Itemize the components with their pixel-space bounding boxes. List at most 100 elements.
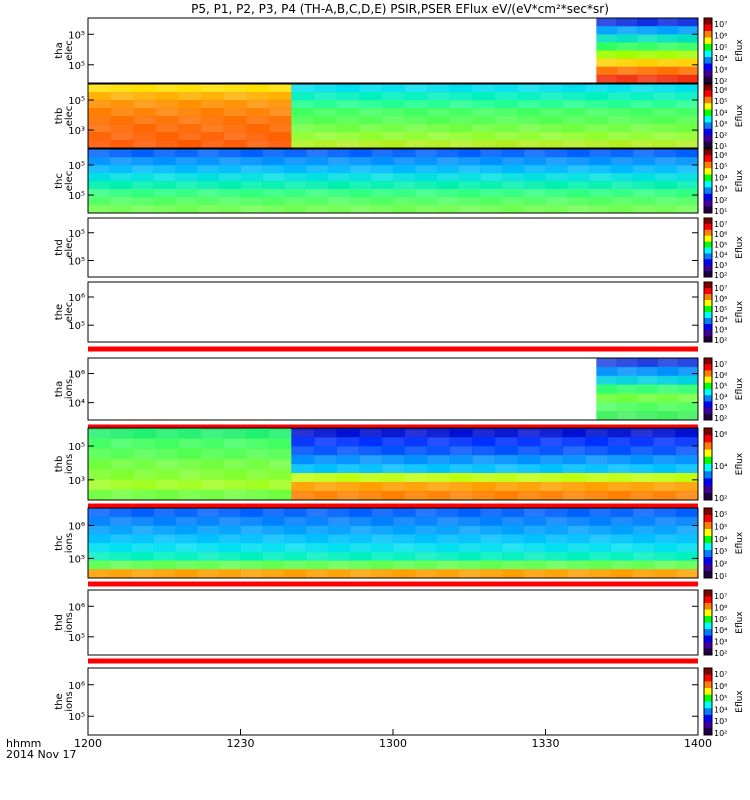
heatmap-cell xyxy=(88,108,112,117)
heatmap-cell xyxy=(246,428,270,439)
heatmap-cell xyxy=(240,205,263,214)
heatmap-cell xyxy=(246,458,270,470)
heatmap-cell xyxy=(88,205,111,214)
heatmap-cell xyxy=(675,132,699,141)
heatmap-cell xyxy=(494,464,518,474)
heatmap-cell xyxy=(223,132,247,141)
heatmap-cell xyxy=(657,384,679,394)
heatmap-cell xyxy=(607,100,631,109)
heatmap-cell xyxy=(381,124,405,133)
heatmap-cell xyxy=(381,132,405,141)
heatmap-cell xyxy=(585,482,609,492)
heatmap-cell xyxy=(436,534,459,544)
heatmap-cell xyxy=(616,74,638,84)
heatmap-cell xyxy=(562,473,586,483)
colorbar-cell xyxy=(704,681,712,689)
heatmap-cell xyxy=(589,189,612,198)
heatmap-cell xyxy=(539,132,563,141)
heatmap-cell xyxy=(585,437,609,447)
colorbar-cell xyxy=(704,596,712,604)
y-axis-label: tha xyxy=(54,381,65,397)
heatmap-cell xyxy=(539,84,563,93)
heatmap-cell xyxy=(523,197,546,206)
heatmap-cell xyxy=(131,149,154,158)
heatmap-cell xyxy=(223,438,247,450)
heatmap-cell xyxy=(589,516,612,526)
heatmap-cell xyxy=(284,551,307,561)
heatmap-cell xyxy=(88,100,112,109)
heatmap-cell xyxy=(110,100,134,109)
heatmap-cell xyxy=(336,132,360,141)
heatmap-cell xyxy=(246,140,270,149)
heatmap-cell xyxy=(262,534,285,544)
heatmap-cell xyxy=(616,58,638,68)
panel-frame xyxy=(87,83,699,149)
heatmap-cell xyxy=(567,181,590,190)
colorbar-cell xyxy=(704,543,712,551)
heatmap-cell xyxy=(88,525,111,535)
heatmap-cell xyxy=(677,58,699,68)
x-axis: 1200 1230 1300 1330 1400 xyxy=(74,729,712,750)
heatmap-cell xyxy=(218,569,241,579)
heatmap-cell xyxy=(480,173,503,182)
heatmap-cell xyxy=(223,116,247,125)
heatmap-cell xyxy=(218,181,241,190)
heatmap-cell xyxy=(657,66,679,76)
heatmap-cell xyxy=(523,173,546,182)
heatmap-cell xyxy=(501,173,525,182)
heatmap-cell xyxy=(153,165,176,174)
heatmap-cell xyxy=(562,140,586,149)
heatmap-cell xyxy=(262,516,285,526)
heatmap-cell xyxy=(562,491,586,501)
heatmap-cell xyxy=(630,100,654,109)
heatmap-cell xyxy=(349,189,372,198)
heatmap-cell xyxy=(562,437,586,447)
heatmap-cell xyxy=(393,165,416,174)
heatmap-cell xyxy=(676,173,699,182)
heatmap-cell xyxy=(359,84,383,93)
heatmap-cell xyxy=(517,92,541,101)
heatmap-cell xyxy=(175,173,198,182)
heatmap-cell xyxy=(175,197,198,206)
heatmap-cell xyxy=(305,197,329,206)
colorbar-tick-label: 10⁶ xyxy=(714,430,727,439)
heatmap-cell xyxy=(562,84,586,93)
heatmap-cell xyxy=(371,560,394,570)
heatmap-cell xyxy=(632,181,655,190)
heatmap-cell xyxy=(596,26,618,35)
heatmap-cell xyxy=(458,165,481,174)
colorbar-cell xyxy=(704,515,712,523)
colorbar-cell xyxy=(704,622,712,630)
colorbar-cell xyxy=(704,229,712,237)
heatmap-cell xyxy=(449,491,473,501)
heatmap-cell xyxy=(268,438,292,450)
heatmap-cell xyxy=(494,140,518,149)
y-tick-label: 10⁶ xyxy=(68,522,85,533)
heatmap-cell xyxy=(596,42,618,51)
colorbar-cell xyxy=(704,168,712,176)
heatmap-cell xyxy=(414,197,438,206)
heatmap-cell xyxy=(494,92,518,101)
heatmap-cell xyxy=(596,50,618,60)
heatmap-cell xyxy=(223,489,247,501)
heatmap-cell xyxy=(596,358,618,368)
heatmap-cell xyxy=(246,479,270,491)
colorbar-tick-label: 10² xyxy=(714,131,727,140)
heatmap-cell xyxy=(676,165,699,174)
heatmap-cell xyxy=(246,448,270,460)
heatmap-cell xyxy=(652,464,676,474)
heatmap-cell xyxy=(458,205,481,214)
heatmap-cell xyxy=(562,446,586,456)
heatmap-cell xyxy=(349,508,372,518)
colorbar-cell xyxy=(704,103,712,111)
colorbar-label: Eflux xyxy=(735,169,745,192)
heatmap-cell xyxy=(131,181,154,190)
colorbar-cell xyxy=(704,571,712,579)
colorbar-cell xyxy=(704,241,712,248)
heatmap-cell xyxy=(155,108,179,117)
heatmap-cell xyxy=(393,157,416,166)
colorbar-tick-label: 10² xyxy=(714,196,727,205)
heatmap-cell xyxy=(218,205,241,214)
heatmap-cell xyxy=(501,543,525,553)
